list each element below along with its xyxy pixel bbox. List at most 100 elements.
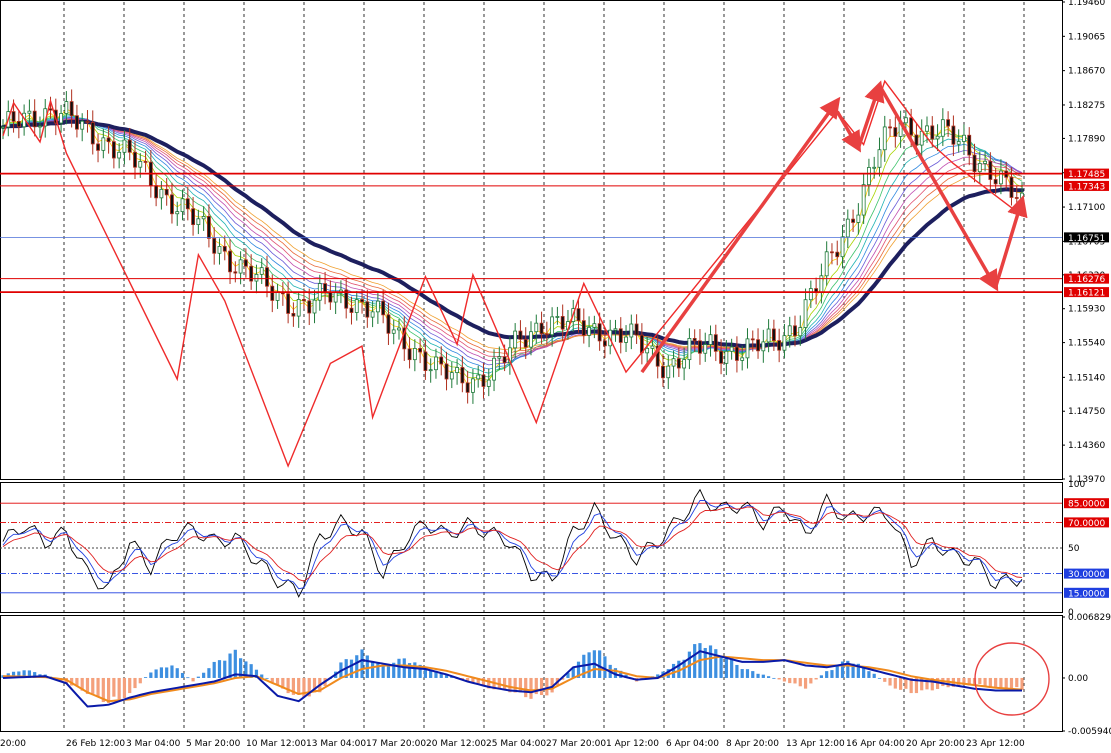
candle-body	[434, 356, 438, 371]
candle-body	[238, 259, 243, 274]
candle-body	[935, 135, 940, 140]
candle-body	[888, 126, 892, 129]
candle-body	[360, 299, 364, 303]
candle-body	[38, 125, 42, 128]
histogram-bar	[360, 649, 364, 678]
candle-body	[444, 363, 449, 380]
candle-body	[666, 365, 671, 379]
histogram-bar	[228, 653, 232, 678]
x-axis-labels: 20:00 26 Feb 12:00 3 Mar 04:00 5 Mar 20:00 1…	[0, 739, 1025, 749]
candle-body	[502, 356, 507, 364]
candle-body	[613, 328, 618, 331]
ma-ribbon-line	[2, 117, 1023, 366]
histogram-bar	[988, 677, 992, 688]
histogram-bar	[297, 677, 301, 695]
histogram-bar	[518, 677, 523, 693]
candle-body	[423, 351, 428, 371]
candle-body	[265, 267, 269, 287]
histogram-bar	[835, 665, 839, 678]
histogram-bar	[999, 677, 1003, 688]
macd-tick-label: 0.00	[1068, 674, 1088, 684]
histogram-bar	[719, 657, 723, 678]
histogram-bar	[418, 664, 422, 678]
histogram-bar	[671, 663, 676, 678]
candle-body	[375, 300, 380, 313]
candle-body	[740, 357, 745, 361]
histogram-bar	[983, 677, 987, 687]
candle-body	[830, 251, 834, 254]
candle-body	[951, 125, 956, 145]
histogram-bar	[392, 662, 396, 678]
histogram-bar	[96, 677, 100, 697]
histogram-bar	[708, 645, 713, 678]
candle-body	[407, 348, 412, 361]
histogram-bar	[798, 677, 802, 687]
histogram-bar	[423, 669, 427, 678]
histogram-bar	[978, 677, 982, 685]
candle-body	[412, 348, 417, 361]
current-price-tag	[1064, 232, 1109, 243]
candle-body	[629, 323, 634, 338]
histogram-bar	[1020, 677, 1024, 690]
histogram-bar	[202, 672, 206, 678]
histogram-bar	[275, 677, 280, 686]
histogram-bar	[598, 650, 602, 678]
histogram-bar	[186, 677, 190, 679]
candle-body	[756, 339, 760, 352]
candle-body	[302, 299, 306, 302]
histogram-bar	[112, 677, 116, 697]
histogram-bar	[249, 664, 253, 678]
candle-body	[365, 301, 370, 318]
level-tag-label: 1.16276	[1068, 275, 1105, 285]
candle-body	[249, 265, 254, 282]
histogram-bar	[165, 667, 169, 678]
candle-body	[64, 101, 69, 114]
candle-body	[919, 130, 924, 146]
candle-body	[75, 115, 79, 130]
histogram-bar	[349, 659, 354, 678]
candle-body	[11, 111, 16, 122]
histogram-bar	[281, 677, 285, 689]
histogram-bar	[223, 660, 227, 678]
candle-body	[597, 323, 602, 342]
candle-body	[787, 325, 792, 337]
x-tick-label: 8 Apr 20:00	[726, 739, 779, 749]
candle-body	[85, 120, 90, 123]
histogram-bar	[376, 661, 380, 678]
candle-body	[80, 120, 85, 130]
price-tick-label: 1.18275	[1068, 101, 1105, 111]
histogram-bar	[180, 672, 185, 678]
histogram-bar	[107, 677, 111, 704]
x-tick-label: 26 Feb 12:00	[66, 739, 125, 749]
candle-body	[587, 326, 591, 336]
x-tick-label: 23 Apr 12:00	[966, 739, 1025, 749]
histogram-bar	[793, 677, 797, 684]
price-tick-label: 1.17890	[1068, 134, 1105, 144]
histogram-bar	[772, 677, 776, 679]
price-tick-label: 1.17100	[1068, 203, 1105, 213]
candle-body	[117, 151, 122, 159]
candle-body	[592, 323, 597, 328]
ma-ribbon-line	[2, 119, 1023, 354]
candle-body	[386, 314, 391, 334]
histogram-bar	[429, 669, 433, 678]
candle-body	[576, 308, 581, 322]
candle-body	[840, 236, 845, 258]
macd-tick-label: -0.0059409	[1068, 727, 1111, 737]
candle-body	[544, 333, 549, 336]
candle-body	[835, 251, 840, 258]
histogram-bar	[994, 677, 998, 688]
histogram-bar	[386, 665, 391, 678]
level-tag	[1064, 273, 1109, 284]
histogram-bar	[777, 677, 781, 680]
candle-body	[164, 188, 169, 196]
candle-body	[170, 194, 174, 215]
x-tick-label: 6 Apr 04:00	[666, 739, 719, 749]
candle-body	[27, 110, 32, 114]
histogram-bar	[170, 665, 174, 678]
histogram-bar	[904, 677, 908, 689]
x-tick-label: 27 Mar 20:00	[546, 739, 606, 749]
candle-body	[539, 322, 544, 335]
